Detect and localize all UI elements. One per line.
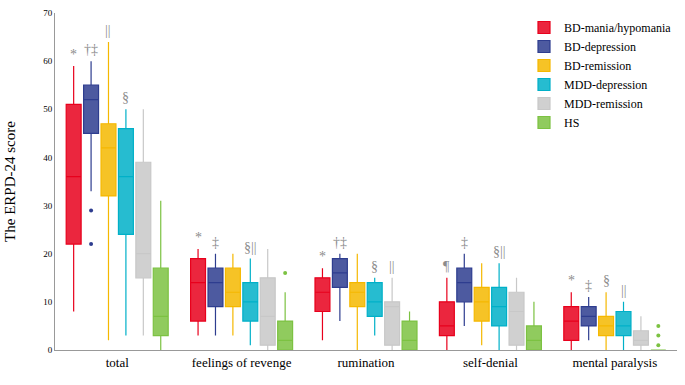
svg-text:50: 50 <box>43 104 53 114</box>
svg-text:§: § <box>603 273 610 288</box>
svg-text:§: § <box>371 259 378 274</box>
svg-text:||: || <box>105 23 111 38</box>
svg-text:*: * <box>319 249 326 264</box>
svg-text:¶: ¶ <box>443 259 450 274</box>
svg-text:total: total <box>106 355 129 370</box>
svg-text:*: * <box>568 273 575 288</box>
svg-text:0: 0 <box>48 345 53 355</box>
svg-text:30: 30 <box>43 201 53 211</box>
svg-text:rumination: rumination <box>337 355 395 370</box>
svg-text:70: 70 <box>43 8 53 18</box>
svg-text:10: 10 <box>43 297 53 307</box>
svg-text:self-denial: self-denial <box>463 355 518 370</box>
svg-text:20: 20 <box>43 249 53 259</box>
svg-text:*: * <box>195 230 202 245</box>
svg-text:BD-mania/hypomania: BD-mania/hypomania <box>564 21 671 35</box>
svg-text:§: § <box>122 90 129 105</box>
svg-text:BD-depression: BD-depression <box>564 40 636 54</box>
svg-text:§||: §|| <box>244 240 257 255</box>
svg-text:†‡: †‡ <box>84 42 98 57</box>
svg-text:§||: §|| <box>493 244 506 259</box>
svg-text:feelings of revenge: feelings of revenge <box>192 355 292 370</box>
svg-text:40: 40 <box>43 153 53 163</box>
svg-text:||: || <box>621 283 627 298</box>
svg-text:*: * <box>70 47 77 62</box>
svg-text:||: || <box>389 259 395 274</box>
svg-text:‡: ‡ <box>461 235 468 250</box>
svg-text:mental paralysis: mental paralysis <box>572 355 657 370</box>
svg-text:HS: HS <box>564 116 579 130</box>
svg-text:60: 60 <box>43 56 53 66</box>
svg-text:†‡: †‡ <box>333 235 347 250</box>
svg-text:The ERPD-24 score: The ERPD-24 score <box>2 121 18 242</box>
svg-text:‡: ‡ <box>212 235 219 250</box>
svg-text:BD-remission: BD-remission <box>564 59 631 73</box>
svg-text:MDD-remission: MDD-remission <box>564 97 643 111</box>
svg-text:MDD-depression: MDD-depression <box>564 78 647 92</box>
svg-text:‡: ‡ <box>585 278 592 293</box>
